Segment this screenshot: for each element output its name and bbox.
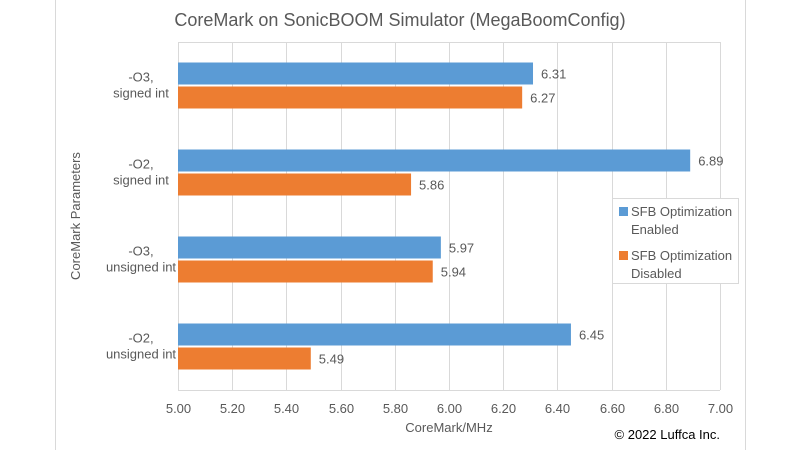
legend-swatch	[619, 251, 628, 260]
x-tick-label: 5.60	[329, 401, 354, 416]
x-tick-label: 5.40	[274, 401, 299, 416]
data-label: 6.89	[698, 154, 723, 169]
data-label: 6.45	[579, 328, 604, 343]
data-label: 5.97	[449, 241, 474, 256]
data-label: 5.49	[319, 352, 344, 367]
legend-label: SFB Optimization Disabled	[631, 248, 732, 281]
bar-enabled	[178, 236, 441, 259]
bar-disabled	[178, 260, 433, 283]
bar-disabled	[178, 86, 523, 109]
bar-disabled	[178, 173, 412, 196]
bar-disabled	[178, 347, 311, 370]
x-tick-label: 5.20	[220, 401, 245, 416]
x-tick-label: 6.40	[545, 401, 570, 416]
legend-label: SFB Optimization Enabled	[631, 204, 732, 237]
bars: 6.31 6.27 6.89 5.86 5.97 5.94 6.45 5.49	[178, 62, 724, 370]
chart-title: CoreMark on SonicBOOM Simulator (MegaBoo…	[174, 10, 625, 30]
legend-swatch	[619, 207, 628, 216]
x-tick-label: 5.80	[383, 401, 408, 416]
data-label: 6.31	[541, 67, 566, 82]
data-label: 5.94	[441, 265, 466, 280]
x-tick-label: 5.00	[166, 401, 191, 416]
x-tick-label: 6.00	[437, 401, 462, 416]
x-axis-label: CoreMark/MHz	[405, 420, 492, 435]
category-label: -O2, unsigned int	[106, 331, 176, 362]
bar-enabled	[178, 149, 691, 172]
copyright: © 2022 Luffca Inc.	[615, 427, 720, 442]
category-label: -O2, signed int	[113, 157, 169, 188]
category-label: -O3, unsigned int	[106, 244, 176, 275]
x-tick-label: 6.20	[491, 401, 516, 416]
category-label: -O3, signed int	[113, 70, 169, 101]
data-label: 6.27	[530, 91, 555, 106]
x-tick-label: 7.00	[708, 401, 733, 416]
category-labels: -O3, signed int -O2, signed int -O3, unsigned…	[106, 70, 176, 362]
data-label: 5.86	[419, 178, 444, 193]
x-tick-label: 6.60	[600, 401, 625, 416]
y-axis-label: CoreMark Parameters	[68, 152, 83, 280]
x-tick-labels: 5.00 5.20 5.40 5.60 5.80 6.00 6.20 6.40 6.60 6.80…	[166, 401, 733, 416]
bar-enabled	[178, 62, 534, 85]
x-tick-label: 6.80	[654, 401, 679, 416]
legend: SFB Optimization Enabled SFB Optimization D…	[612, 198, 739, 284]
bar-enabled	[178, 323, 571, 346]
legend-box	[612, 198, 739, 284]
